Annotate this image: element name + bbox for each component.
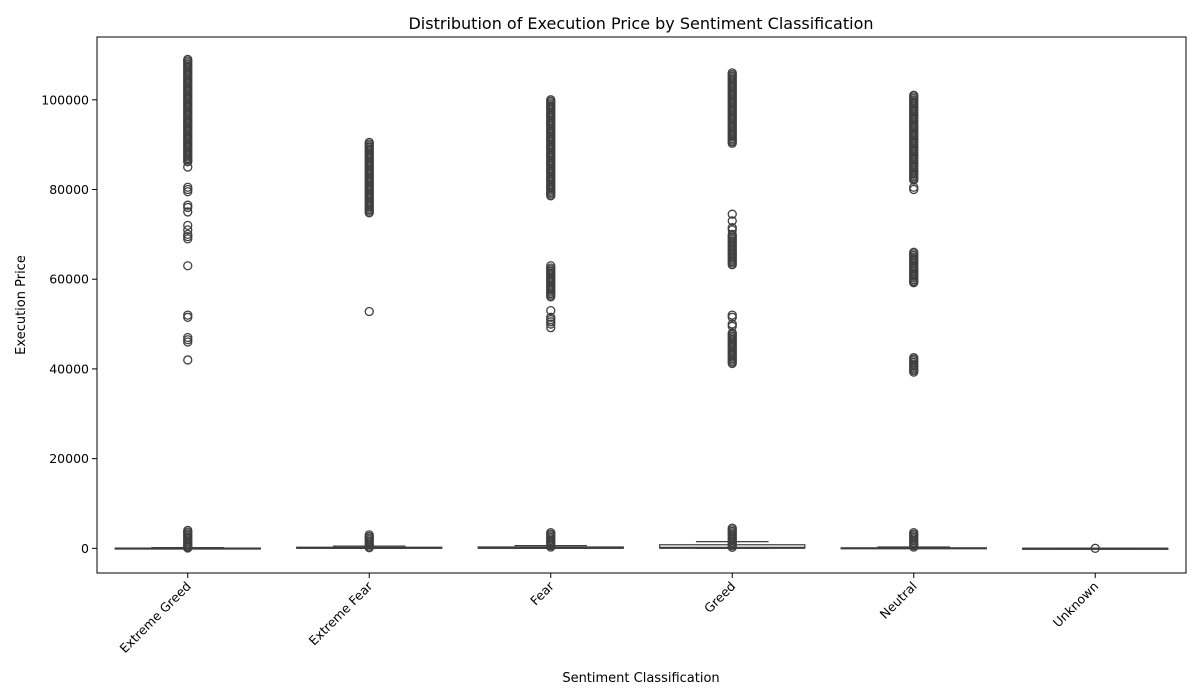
y-tick-label: 40000 [49, 361, 89, 376]
outlier-point [546, 305, 556, 316]
x-tick-label: Greed [701, 579, 738, 616]
outlier-point [364, 543, 374, 553]
y-tick-label: 60000 [49, 272, 89, 287]
outlier-point [546, 292, 556, 302]
x-tick-label: Extreme Fear [306, 578, 376, 648]
x-tick-label: Neutral [877, 579, 920, 622]
box-group [114, 54, 261, 553]
outlier-point [546, 542, 556, 552]
outlier-point [546, 323, 556, 333]
box-group [1022, 543, 1169, 553]
outlier-point [183, 202, 193, 213]
x-axis-label: Sentiment Classification [562, 671, 719, 686]
box-group [477, 95, 624, 552]
y-tick-label: 20000 [49, 451, 89, 466]
outlier-point [727, 358, 737, 369]
outlier-point [727, 321, 737, 331]
outlier-point [909, 184, 919, 195]
x-tick-label: Fear [527, 578, 557, 608]
box-group [296, 137, 443, 553]
outlier-point [909, 276, 919, 287]
x-tick-label: Extreme Greed [116, 579, 193, 656]
y-tick-label: 100000 [41, 92, 89, 107]
outlier-point [727, 209, 737, 219]
outlier-point [183, 207, 193, 217]
outlier-point [183, 157, 193, 167]
outlier-point [909, 367, 919, 377]
outlier-point [183, 355, 193, 365]
box-series [114, 54, 1169, 553]
outlier-point [909, 175, 919, 185]
y-tick-label: 80000 [49, 182, 89, 197]
x-axis: Extreme Greed Extreme Fear Fear Greed Neutra… [116, 573, 1101, 656]
outlier-point [727, 542, 737, 552]
outlier-point [546, 319, 556, 329]
y-axis-label: Execution Price [14, 255, 29, 355]
outlier-point [727, 260, 737, 270]
outlier-point [183, 337, 193, 347]
box-group [840, 90, 987, 552]
outlier-point [183, 220, 193, 231]
box-group [659, 68, 806, 552]
plot-frame [96, 36, 1187, 574]
x-tick-label: Unknown [1050, 579, 1102, 631]
outlier-point [183, 187, 193, 197]
outlier-point [364, 306, 374, 317]
outlier-point [727, 312, 737, 322]
outlier-point [183, 162, 193, 172]
outlier-point [546, 191, 556, 201]
outlier-point [183, 542, 193, 552]
outlier-point [546, 261, 556, 271]
outlier-point [727, 225, 737, 235]
outlier-point [909, 542, 919, 552]
outlier-point [183, 234, 193, 244]
outlier-point [364, 208, 374, 218]
y-axis: 0 20000 40000 60000 80000 100000 [41, 92, 97, 556]
y-tick-label: 0 [81, 541, 89, 556]
chart-title: Distribution of Execution Price by Senti… [408, 14, 873, 33]
outlier-point [183, 261, 193, 271]
outlier-point [727, 216, 737, 226]
outlier-point [183, 312, 193, 322]
outlier-point [727, 138, 737, 148]
outlier-point [1090, 543, 1100, 553]
outlier-point [183, 225, 193, 235]
